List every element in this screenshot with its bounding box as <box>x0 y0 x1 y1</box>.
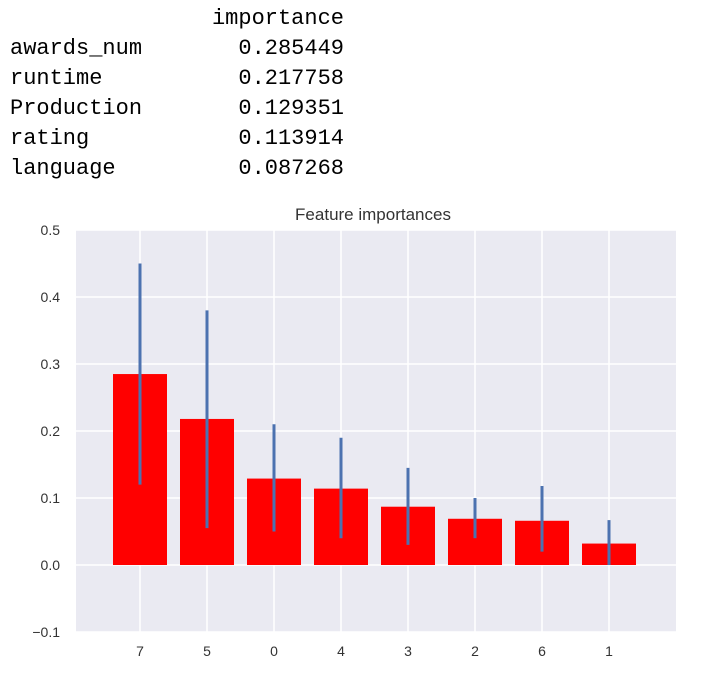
bars <box>113 374 636 565</box>
x-tick-label: 7 <box>136 643 144 659</box>
x-tick-label: 5 <box>203 643 211 659</box>
x-tick-label: 0 <box>270 643 278 659</box>
y-axis-ticks: 0.5 0.4 0.3 0.2 0.1 0.0 −0.1 <box>32 222 60 640</box>
x-tick-label: 4 <box>337 643 345 659</box>
table-row: runtime 0.217758 <box>10 64 344 94</box>
row-value: 0.217758 <box>238 66 344 91</box>
table-row: awards_num 0.285449 <box>10 34 344 64</box>
error-bars <box>138 263 611 565</box>
x-tick-label: 6 <box>538 643 546 659</box>
table-header-row: importance <box>10 4 344 34</box>
row-value: 0.129351 <box>238 96 344 121</box>
x-tick-label: 1 <box>605 643 613 659</box>
x-tick-label: 2 <box>471 643 479 659</box>
x-tick-label: 3 <box>404 643 412 659</box>
y-tick-label: 0.4 <box>41 289 61 305</box>
row-value: 0.285449 <box>238 36 344 61</box>
chart-title: Feature importances <box>295 205 451 224</box>
table-row: rating 0.113914 <box>10 124 344 154</box>
row-value: 0.087268 <box>238 156 344 181</box>
dataframe-output: importance awards_num 0.285449 runtime 0… <box>10 4 344 184</box>
y-tick-label: 0.1 <box>41 490 61 506</box>
y-tick-label: 0.3 <box>41 356 61 372</box>
row-value: 0.113914 <box>238 126 344 151</box>
y-tick-label: 0.5 <box>41 222 61 238</box>
y-tick-label: −0.1 <box>32 624 60 640</box>
row-index: runtime <box>10 66 103 91</box>
row-index: awards_num <box>10 36 143 61</box>
x-axis-ticks: 7 5 0 4 3 2 6 1 <box>136 643 613 659</box>
row-index: rating <box>10 126 90 151</box>
feature-importances-chart: Feature importances 0.5 0.4 0.3 0.2 0.1 0.0 −0… <box>32 205 676 659</box>
table-row: Production 0.129351 <box>10 94 344 124</box>
row-index: language <box>10 156 116 181</box>
y-tick-label: 0.2 <box>41 423 61 439</box>
column-header: importance <box>211 6 344 31</box>
row-index: Production <box>10 96 143 121</box>
table-row: language 0.087268 <box>10 154 344 184</box>
y-tick-label: 0.0 <box>41 557 61 573</box>
